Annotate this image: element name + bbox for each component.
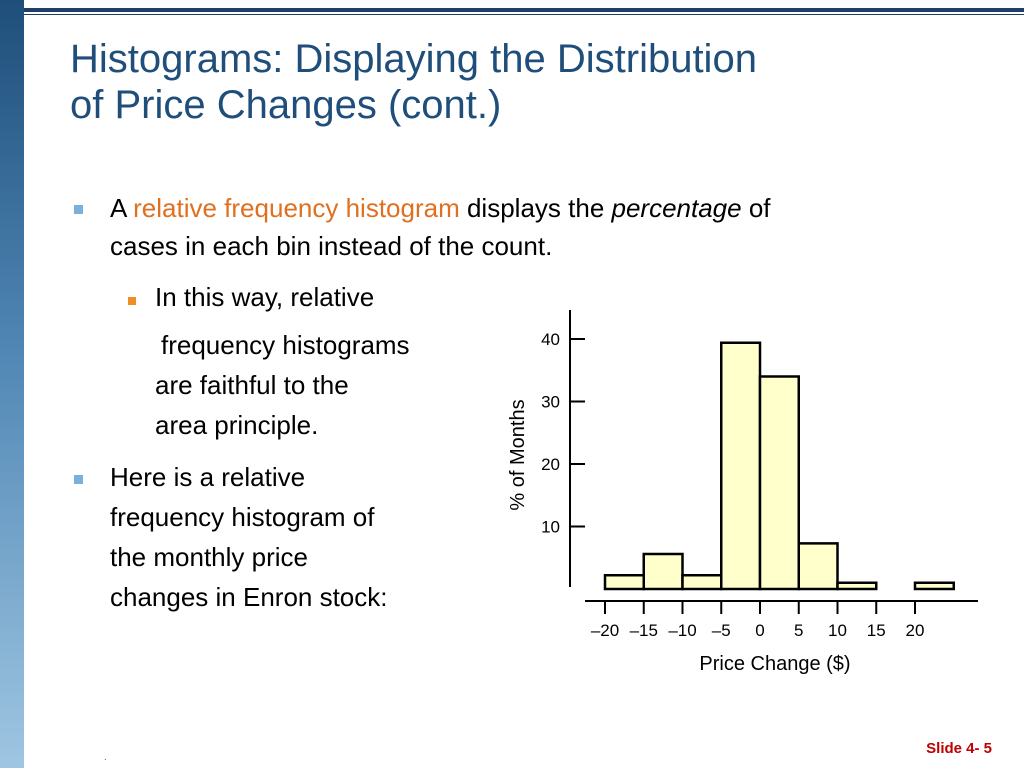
x-tick-label-7: 15 bbox=[867, 621, 886, 640]
histogram-bar-1 bbox=[642, 552, 684, 591]
x-axis-title: Price Change ($) bbox=[699, 653, 850, 675]
bullet-1-line-2: cases in each bin instead of the count. bbox=[110, 231, 553, 261]
bullet-1-mid: displays the bbox=[459, 193, 612, 223]
slide-title: Histograms: Displaying the Distribution … bbox=[70, 36, 970, 128]
x-tick-label-2: –10 bbox=[668, 621, 696, 640]
y-tick-label-1: 20 bbox=[541, 455, 560, 474]
bullet-2-line-2: frequency histogram of bbox=[110, 502, 375, 532]
y-axis-title: % of Months bbox=[507, 399, 529, 510]
title-line-2: of Price Changes (cont.) bbox=[70, 83, 502, 127]
bullet-2-line-3: the monthly price bbox=[110, 542, 308, 572]
top-rule-thick bbox=[24, 8, 1024, 12]
histogram-bar-4 bbox=[758, 375, 800, 591]
footer-dot: . bbox=[104, 752, 107, 763]
y-tick-label-0: 10 bbox=[541, 518, 560, 537]
top-rule-thin bbox=[24, 14, 1024, 15]
x-tick-label-8: 20 bbox=[906, 621, 925, 640]
sub-bullet-line-4: area principle. bbox=[155, 410, 319, 440]
bullet-1-line-1: A relative frequency histogram displays … bbox=[110, 189, 1000, 227]
bullet-1-post: of bbox=[741, 193, 771, 223]
sub-bullet-line-3: are faithful to the bbox=[155, 370, 349, 400]
title-line-1: Histograms: Displaying the Distribution bbox=[70, 37, 757, 81]
histogram-bar-6 bbox=[836, 581, 878, 591]
histogram-bar-5 bbox=[797, 542, 839, 591]
y-tick-label-2: 30 bbox=[541, 393, 560, 412]
x-tick-label-6: 10 bbox=[828, 621, 847, 640]
bullet-1-italic: percentage bbox=[611, 193, 742, 223]
sub-bullet-marker bbox=[128, 297, 136, 305]
x-tick-label-4: 0 bbox=[755, 621, 764, 640]
histogram-chart: 10 20 30 40 –20 –15 –10 –5 0 5 10 15 20 Price Change … bbox=[507, 310, 978, 675]
x-tick-label-0: –20 bbox=[591, 621, 619, 640]
histogram-bar-7 bbox=[913, 581, 955, 591]
histogram-bar-3 bbox=[720, 341, 762, 591]
x-tick-label-3: –5 bbox=[712, 621, 731, 640]
histogram-bar-2 bbox=[681, 574, 723, 591]
bullet-marker-2 bbox=[74, 475, 83, 484]
sub-bullet-line-1: In this way, relative bbox=[155, 282, 375, 312]
x-tick-label-5: 5 bbox=[794, 621, 803, 640]
histogram-bar-0 bbox=[603, 574, 645, 591]
y-tick-label-3: 40 bbox=[541, 330, 560, 349]
bullet-2: Here is a relative frequency histogram o… bbox=[110, 457, 490, 617]
bullet-2-line-4: changes in Enron stock: bbox=[110, 582, 388, 612]
x-tick-label-1: –15 bbox=[630, 621, 658, 640]
bullet-1-pre: A bbox=[110, 193, 134, 223]
sub-bullet-line-2: frequency histograms bbox=[161, 330, 410, 360]
left-accent-bar bbox=[0, 0, 24, 768]
bullet-1: A relative frequency histogram displays … bbox=[110, 189, 1000, 265]
slide-number: Slide 4- 5 bbox=[926, 740, 992, 757]
bullet-1-highlight: relative frequency histogram bbox=[133, 193, 460, 223]
bullet-2-line-1: Here is a relative bbox=[110, 462, 306, 492]
bullet-marker-1 bbox=[74, 205, 83, 214]
sub-bullet: In this way, relative frequency histogra… bbox=[155, 277, 495, 445]
